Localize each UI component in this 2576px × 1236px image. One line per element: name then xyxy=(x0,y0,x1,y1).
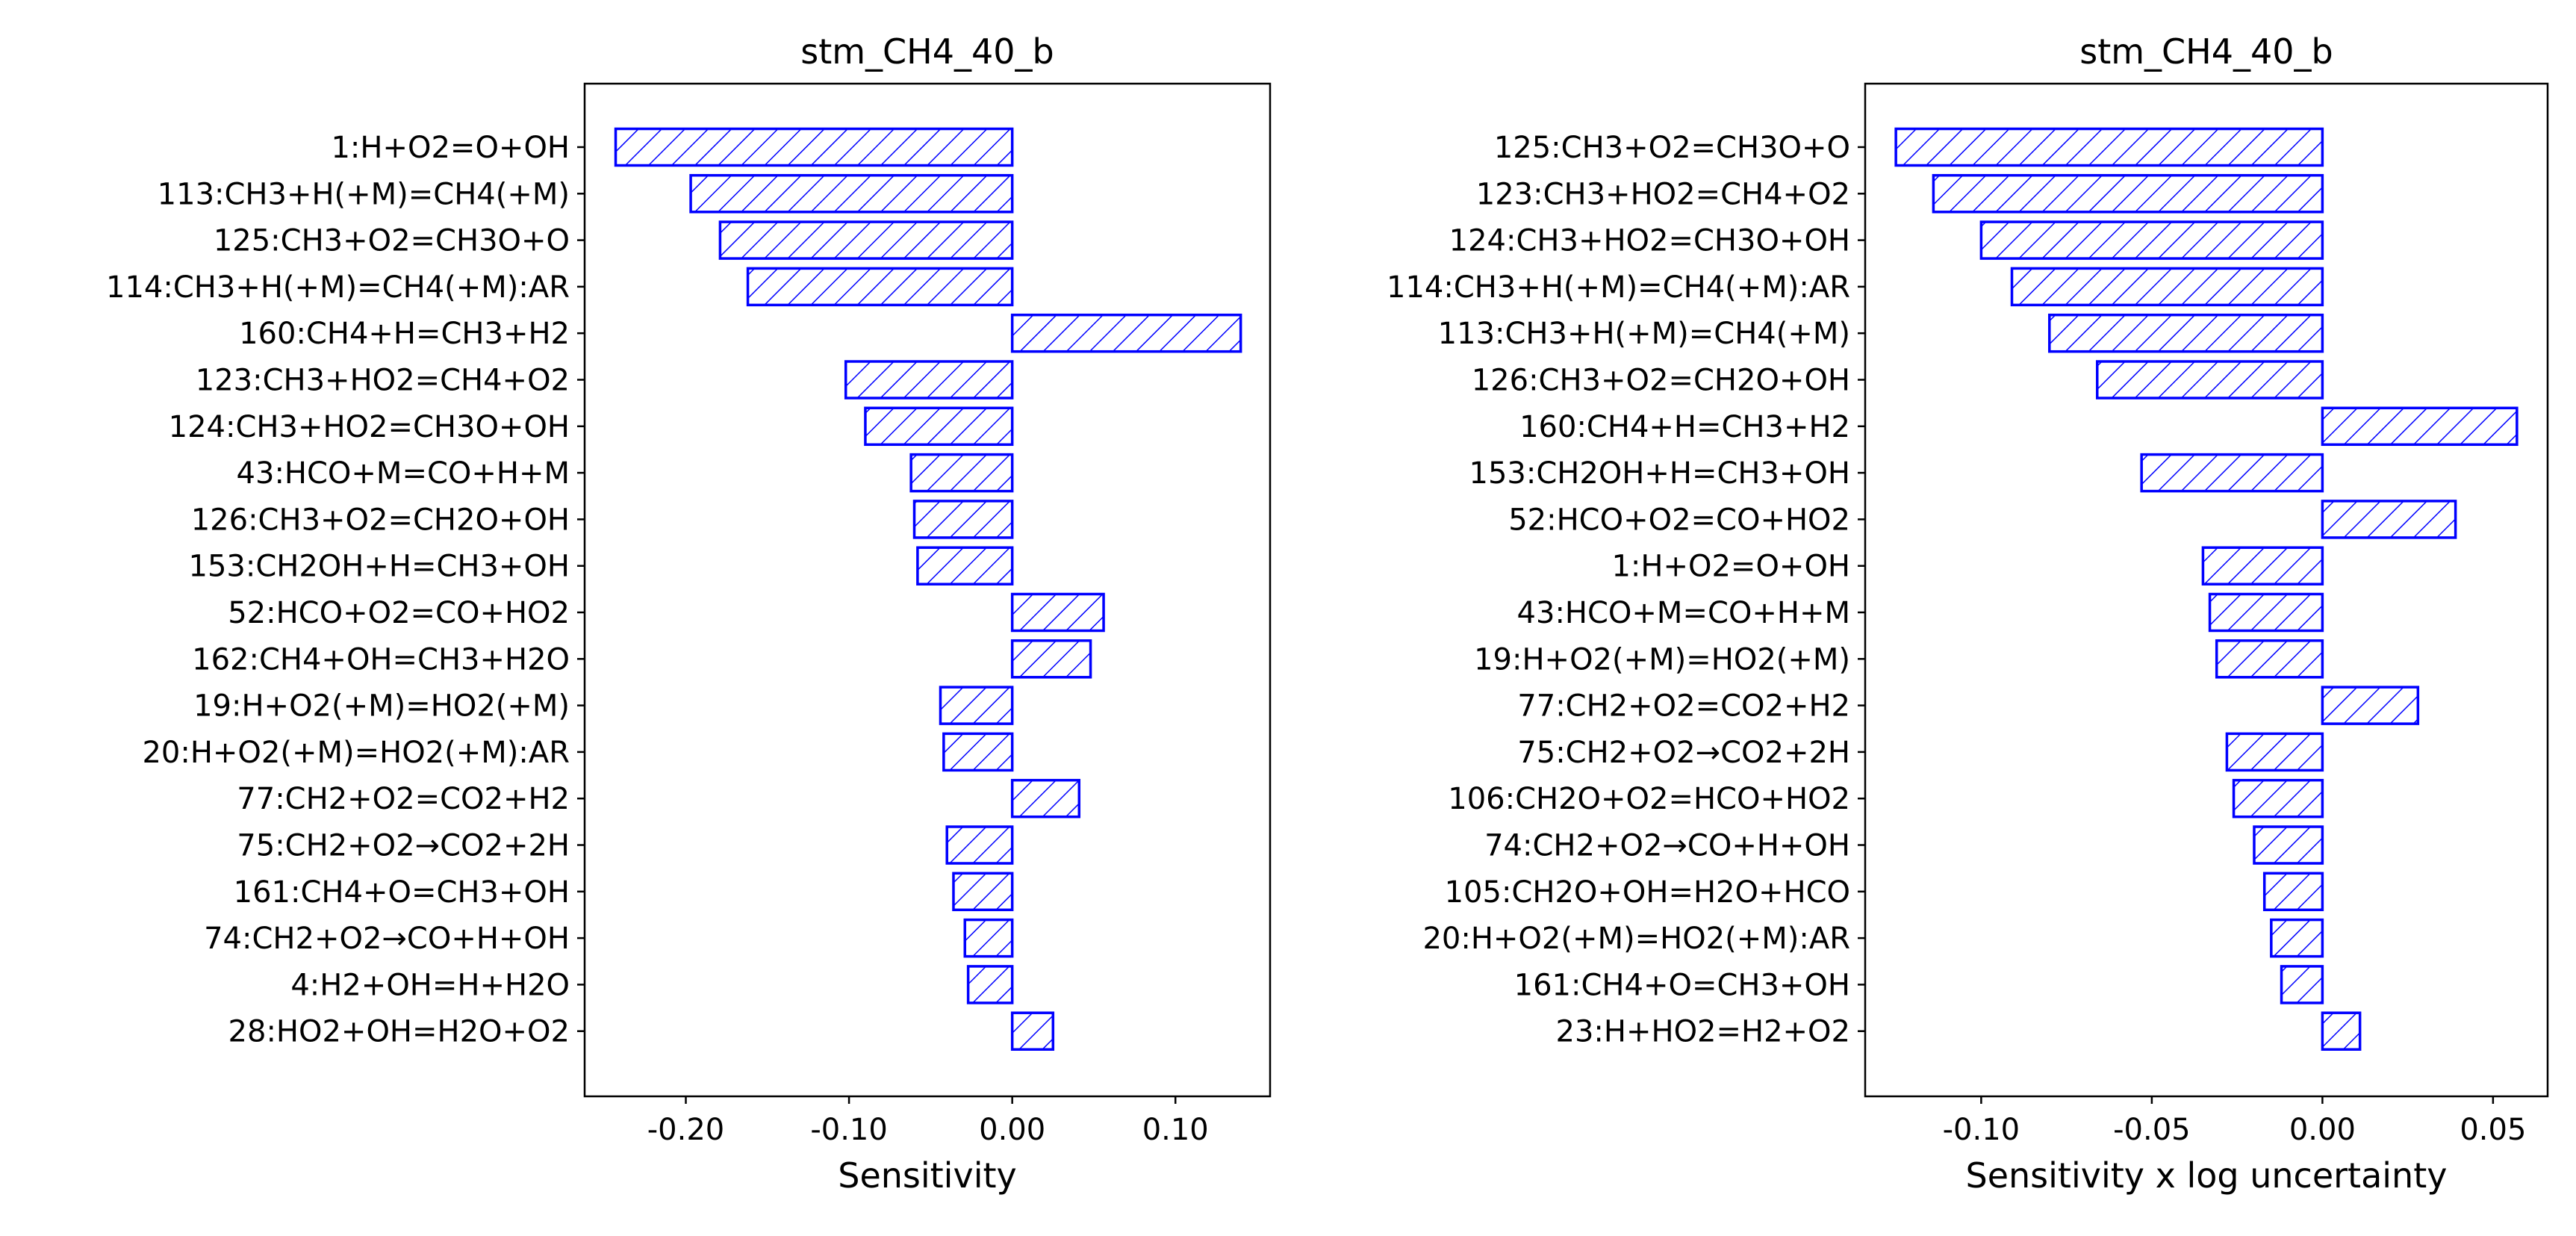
left-chart-category-label: 113:CH3+H(+M)=CH4(+M) xyxy=(158,177,570,211)
left-chart-category-label: 4:H2+OH=H+H2O xyxy=(290,968,570,1002)
right-chart-category-label: 52:HCO+O2=CO+HO2 xyxy=(1508,503,1850,537)
right-chart-category-label: 113:CH3+H(+M)=CH4(+M) xyxy=(1438,317,1850,351)
left-chart-bar xyxy=(1010,1011,1055,1051)
right-chart-bar xyxy=(2280,965,2324,1004)
right-chart-bar xyxy=(1979,220,2324,260)
right-chart-category-label: 19:H+O2(+M)=HO2(+M) xyxy=(1474,642,1850,677)
left-chart-category-label: 123:CH3+HO2=CH4+O2 xyxy=(196,364,570,398)
right-chart-bar xyxy=(1932,174,2324,214)
right-chart-bar xyxy=(2010,267,2324,307)
left-chart-bar xyxy=(912,500,1014,539)
right-chart-bar xyxy=(2321,500,2457,539)
left-chart-xtick-label: -0.20 xyxy=(647,1113,725,1147)
right-chart-category-label: 153:CH2OH+H=CH3+OH xyxy=(1469,456,1851,491)
right-chart-category-label: 77:CH2+O2=CO2+H2 xyxy=(1517,689,1850,724)
left-chart-bar xyxy=(939,686,1014,725)
left-chart-axes-frame xyxy=(583,82,1272,1098)
right-chart-category-label: 114:CH3+H(+M)=CH4(+M):AR xyxy=(1387,270,1850,305)
left-chart-category-label: 43:HCO+M=CO+H+M xyxy=(237,456,570,491)
left-chart-category-label: 125:CH3+O2=CH3O+O xyxy=(214,224,570,258)
right-chart-bar xyxy=(2321,686,2420,725)
left-chart-bar xyxy=(1010,313,1242,353)
right-chart-category-label: 124:CH3+HO2=CH3O+OH xyxy=(1449,224,1850,258)
left-chart-category-label: 126:CH3+O2=CH2O+OH xyxy=(191,503,570,537)
right-chart-bar xyxy=(2096,360,2324,400)
right-chart-bar xyxy=(2048,313,2324,353)
right-chart-bar xyxy=(2201,546,2324,586)
right-chart-bar xyxy=(2232,778,2324,819)
right-chart-category-label: 1:H+O2=O+OH xyxy=(1611,550,1850,584)
right-chart-bar xyxy=(2140,453,2324,493)
right-chart-bar xyxy=(2321,406,2519,447)
left-chart-bar xyxy=(966,965,1014,1004)
right-chart-category-label: 75:CH2+O2→CO2+2H xyxy=(1517,736,1850,770)
left-chart-bar xyxy=(746,267,1014,307)
right-chart-bar xyxy=(2321,1011,2362,1051)
right-chart-bar xyxy=(2215,639,2324,679)
left-chart-xtick-label: 0.00 xyxy=(979,1113,1045,1147)
right-chart-title: stm_CH4_40_b xyxy=(2079,31,2333,72)
right-chart-category-label: 123:CH3+HO2=CH4+O2 xyxy=(1476,177,1850,211)
left-chart-category-label: 20:H+O2(+M)=HO2(+M):AR xyxy=(142,736,570,770)
left-chart-bar xyxy=(963,918,1014,958)
left-chart-bar xyxy=(864,406,1014,447)
left-chart-bar xyxy=(1010,778,1081,819)
right-chart-category-label: 20:H+O2(+M)=HO2(+M):AR xyxy=(1422,922,1850,956)
left-chart-title: stm_CH4_40_b xyxy=(800,31,1054,72)
left-chart-category-label: 52:HCO+O2=CO+HO2 xyxy=(228,596,570,630)
left-chart-category-label: 114:CH3+H(+M)=CH4(+M):AR xyxy=(106,270,570,305)
right-chart-bar xyxy=(2208,592,2324,633)
left-chart-category-label: 153:CH2OH+H=CH3+OH xyxy=(189,550,570,584)
left-chart-category-label: 124:CH3+HO2=CH3O+OH xyxy=(169,410,570,444)
left-chart-category-label: 162:CH4+OH=CH3+H2O xyxy=(192,642,570,677)
right-chart-category-label: 43:HCO+M=CO+H+M xyxy=(1517,596,1850,630)
left-chart-bar xyxy=(942,732,1014,772)
left-chart-category-label: 19:H+O2(+M)=HO2(+M) xyxy=(193,689,570,724)
right-chart-bar xyxy=(2253,825,2324,865)
left-chart-category-label: 77:CH2+O2=CO2+H2 xyxy=(237,782,570,816)
right-chart-xtick-label: -0.05 xyxy=(2113,1113,2191,1147)
right-chart-category-label: 105:CH2O+OH=H2O+HCO xyxy=(1445,875,1850,910)
right-chart-category-label: 126:CH3+O2=CH2O+OH xyxy=(1472,364,1850,398)
right-chart-xtick-label: 0.05 xyxy=(2460,1113,2526,1147)
left-chart: stm_CH4_40_b Sensitivity 1:H+O2=O+OH 113:… xyxy=(106,31,1272,1196)
left-chart-bar xyxy=(844,360,1014,400)
right-chart: stm_CH4_40_b Sensitivity x log uncertain… xyxy=(1387,31,2549,1196)
left-chart-bar xyxy=(1010,639,1092,679)
left-chart-xlabel: Sensitivity xyxy=(838,1155,1016,1196)
left-chart-bar xyxy=(952,872,1014,912)
left-chart-bar xyxy=(916,546,1014,586)
right-chart-category-label: 23:H+HO2=H2+O2 xyxy=(1556,1015,1850,1049)
left-chart-bar xyxy=(1010,592,1105,633)
right-chart-bar xyxy=(1894,127,2324,167)
right-chart-xtick-label: -0.10 xyxy=(1943,1113,2020,1147)
left-chart-xtick-label: 0.10 xyxy=(1142,1113,1209,1147)
left-chart-category-label: 74:CH2+O2→CO+H+OH xyxy=(204,922,570,956)
left-chart-category-label: 28:HO2+OH=H2O+O2 xyxy=(228,1015,570,1049)
left-chart-category-label: 1:H+O2=O+OH xyxy=(331,131,570,165)
left-chart-bar xyxy=(718,220,1014,260)
right-chart-bar xyxy=(2270,918,2324,958)
right-chart-bar xyxy=(2225,732,2324,772)
right-chart-bar xyxy=(2262,872,2324,912)
right-chart-axes-frame xyxy=(1864,82,2549,1098)
left-chart-category-label: 161:CH4+O=CH3+OH xyxy=(234,875,570,910)
right-chart-xlabel: Sensitivity x log uncertainty xyxy=(1966,1155,2448,1196)
left-chart-bar xyxy=(689,174,1014,214)
left-chart-category-label: 160:CH4+H=CH3+H2 xyxy=(239,317,570,351)
right-chart-category-label: 106:CH2O+O2=HCO+HO2 xyxy=(1448,782,1850,816)
right-chart-category-label: 125:CH3+O2=CH3O+O xyxy=(1494,131,1850,165)
left-chart-bar xyxy=(614,127,1014,167)
left-chart-xtick-label: -0.10 xyxy=(810,1113,888,1147)
right-chart-xtick-label: 0.00 xyxy=(2289,1113,2356,1147)
left-chart-bar xyxy=(945,825,1014,865)
right-chart-category-label: 161:CH4+O=CH3+OH xyxy=(1514,968,1850,1002)
right-chart-category-label: 74:CH2+O2→CO+H+OH xyxy=(1484,829,1850,863)
left-chart-bar xyxy=(909,453,1014,493)
right-chart-category-label: 160:CH4+H=CH3+H2 xyxy=(1519,410,1850,444)
left-chart-category-label: 75:CH2+O2→CO2+2H xyxy=(237,829,570,863)
